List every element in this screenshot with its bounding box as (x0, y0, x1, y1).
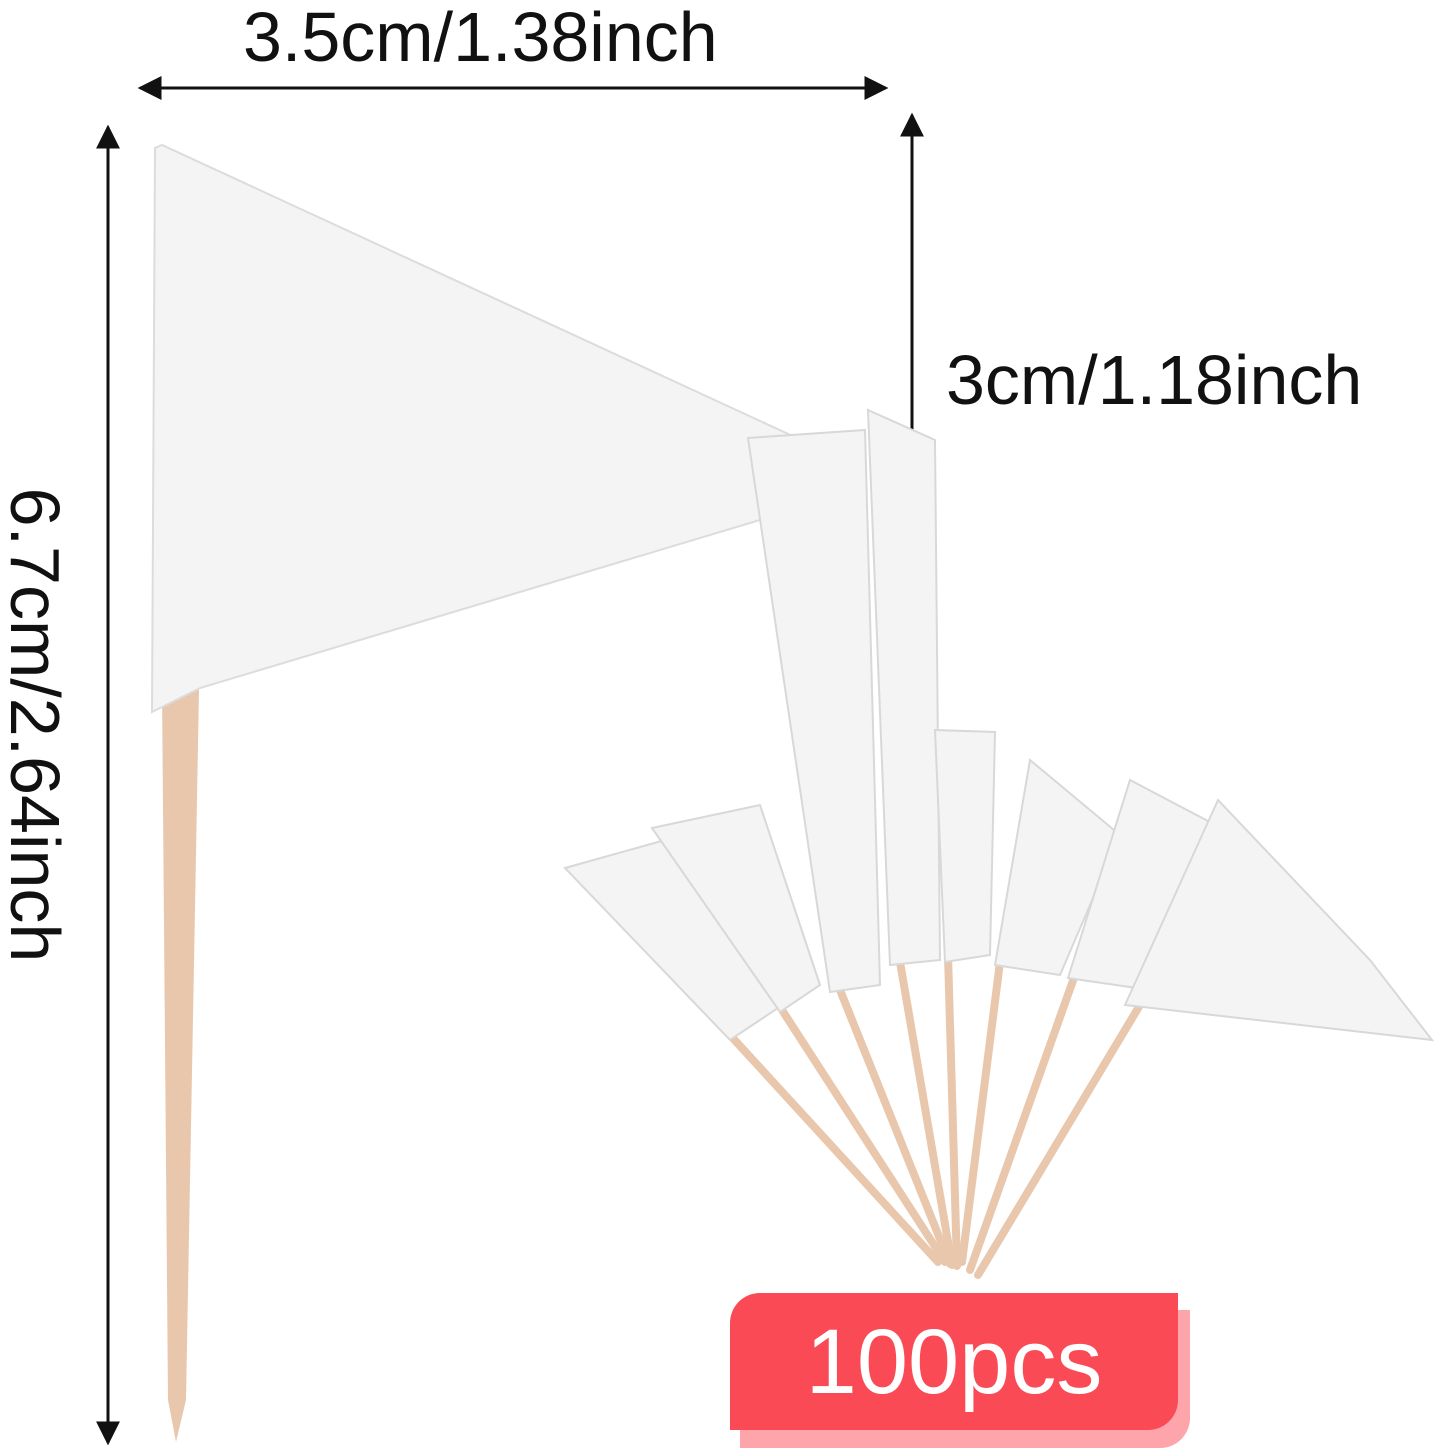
width-label: 3.5cm/1.38inch (243, 0, 718, 76)
flag-height-label: 3cm/1.18inch (946, 341, 1363, 419)
quantity-label: 100pcs (805, 1310, 1103, 1413)
bundle-flag (1123, 798, 1435, 1042)
bundle-stick (966, 971, 1079, 1274)
bundle-stick (944, 951, 961, 1270)
bundle-stick (836, 986, 954, 1268)
toothpick-stick (162, 690, 199, 1442)
flag-bundle (563, 408, 1435, 1279)
bundle-stick (958, 958, 1004, 1266)
bundle-stick (726, 1031, 942, 1266)
bundle-stick (778, 1006, 949, 1266)
bundle-flag (746, 428, 882, 994)
main-flag (150, 143, 864, 714)
total-length-label: 6.7cm/2.64inch (0, 487, 74, 963)
bundle-flag (866, 408, 942, 967)
bundle-stick (896, 958, 956, 1269)
bundle-stick (974, 1001, 1144, 1279)
bundle-flag (933, 728, 997, 964)
quantity-badge: 100pcs (730, 1293, 1178, 1430)
bundle-flag (650, 803, 822, 1014)
bundle-flag (993, 758, 1122, 977)
